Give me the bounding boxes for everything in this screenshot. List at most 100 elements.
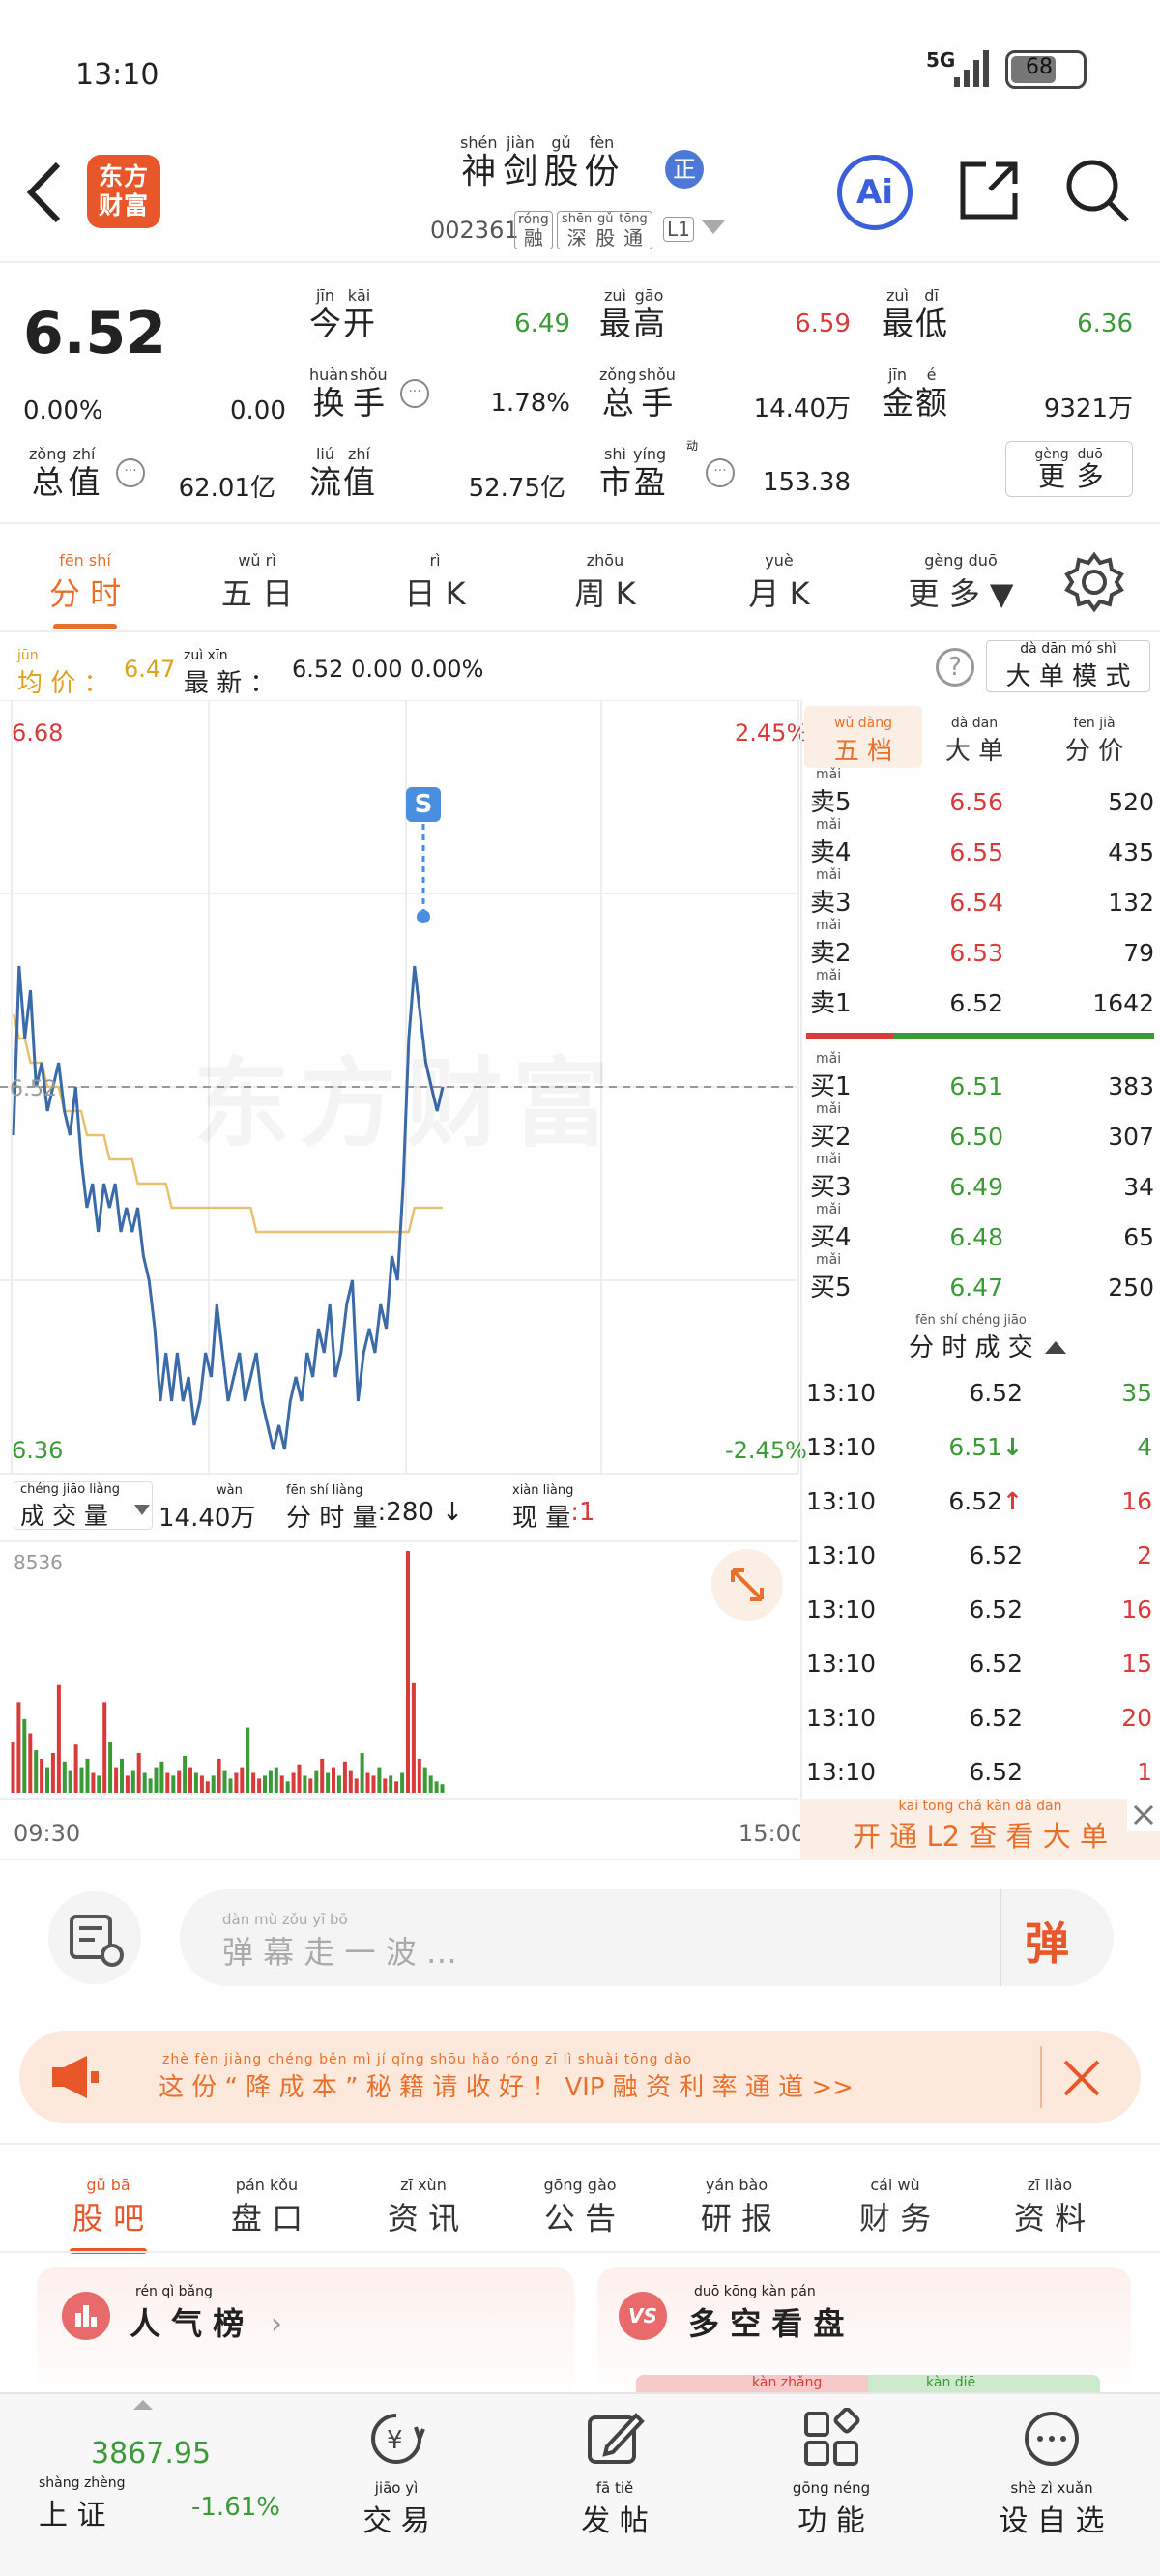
- info-icon[interactable]: ···: [400, 379, 429, 408]
- info-icon[interactable]: ···: [116, 458, 145, 487]
- ai-button[interactable]: Ai: [837, 155, 913, 230]
- bottom-tab[interactable]: pán kǒu 盘 口: [230, 2176, 304, 2237]
- volume-bar: [56, 1684, 61, 1793]
- quote-field-value: 9321万: [1043, 395, 1133, 424]
- chart-tab[interactable]: gèng duō 更 多 ▼: [908, 551, 1014, 612]
- volume-bar: [365, 1772, 370, 1793]
- volume-bar: [440, 1784, 445, 1793]
- l2-banner[interactable]: kāi tōng chá kàn dà dān 开 通 L2 查 看 大 单: [800, 1799, 1160, 1860]
- s-marker[interactable]: S: [406, 787, 441, 822]
- nav-item[interactable]: fā tiě 发 帖: [547, 2408, 682, 2539]
- volume-bar: [234, 1772, 239, 1793]
- orderbook-row[interactable]: mǎi 卖4 6.55 435: [810, 817, 1154, 867]
- settings-gear-icon[interactable]: [1063, 551, 1125, 617]
- chart-tab[interactable]: wǔ rì 五 日: [220, 551, 294, 612]
- volume-bar: [50, 1753, 55, 1793]
- index-value[interactable]: 3867.95: [91, 2437, 212, 2471]
- volume-bar: [211, 1775, 216, 1793]
- bottom-tab[interactable]: gǔ bā 股 吧: [41, 2176, 176, 2254]
- orderbook-tab[interactable]: wǔ dàng 五 档: [833, 716, 893, 766]
- volume-bar: [91, 1772, 96, 1793]
- info-icon[interactable]: ···: [706, 458, 735, 487]
- quote-field-label: zǒng 总 zhí 值: [29, 445, 101, 501]
- orderbook-row[interactable]: mǎi 买2 6.50 307: [810, 1101, 1154, 1152]
- orderbook-row[interactable]: mǎi 卖5 6.56 520: [810, 767, 1154, 817]
- pe-dyn-label: 动: [686, 439, 699, 453]
- orderbook-row[interactable]: mǎi 卖3 6.54 132: [810, 867, 1154, 918]
- app-logo: 东方财富: [87, 155, 160, 228]
- chevron-right-icon[interactable]: ›: [271, 2307, 282, 2341]
- volume-bar: [97, 1775, 102, 1793]
- share-icon[interactable]: [957, 159, 1021, 226]
- index-change[interactable]: -1.61%: [191, 2493, 280, 2522]
- orderbook-row[interactable]: mǎi 卖1 6.52 1642: [810, 968, 1154, 1018]
- vol-max-label: 8536: [14, 1551, 63, 1574]
- promo-text[interactable]: zhè fèn jiàng chéng běn mì jí qǐng shōu …: [159, 2052, 854, 2102]
- volume-bar: [205, 1781, 210, 1793]
- more-button[interactable]: gèng 更 duō 多: [1005, 441, 1133, 497]
- popularity-card[interactable]: [37, 2267, 574, 2402]
- intraday-chart[interactable]: [0, 700, 802, 1860]
- y-min-label: 6.36: [12, 1437, 64, 1464]
- trade-row: 13:10 6.52 15: [806, 1650, 1152, 1678]
- stock-name-char: shén 神: [460, 133, 498, 191]
- current-price: 6.52: [23, 300, 167, 367]
- orderbook-tab[interactable]: dà dān 大 单: [944, 716, 1004, 766]
- bottom-tab[interactable]: yán bào 研 报: [700, 2176, 773, 2237]
- volume-bar: [11, 1742, 15, 1793]
- orderbook-row[interactable]: mǎi 买1 6.51 383: [810, 1051, 1154, 1101]
- bottom-tab[interactable]: zī liào 资 料: [1013, 2176, 1087, 2237]
- volume-bar: [291, 1772, 296, 1793]
- change-abs: 0.00: [230, 396, 286, 425]
- bottom-tab[interactable]: zī xùn 资 讯: [387, 2176, 460, 2237]
- chart-tab[interactable]: fēn shí 分 时: [27, 551, 143, 629]
- orderbook-row[interactable]: mǎi 买3 6.49 34: [810, 1152, 1154, 1202]
- marker-dot: [417, 910, 430, 923]
- close-l2-icon[interactable]: [1127, 1799, 1160, 1831]
- volume-bar: [217, 1758, 221, 1793]
- barrage-settings-icon[interactable]: [48, 1891, 141, 1984]
- volume-selector[interactable]: chéng jiāo liàng 成 交 量: [14, 1481, 153, 1530]
- close-promo-icon[interactable]: [1059, 2056, 1104, 2104]
- bottom-tab[interactable]: cái wù 财 务: [858, 2176, 932, 2237]
- volume-bar: [114, 1767, 119, 1793]
- quote-field-value: 14.40万: [753, 395, 851, 424]
- avg-price-label: jūn 均 价 ：: [17, 648, 109, 698]
- dropdown-icon[interactable]: [702, 220, 725, 234]
- long-short-title: duō kōng kàn pán 多 空 看 盘: [688, 2284, 845, 2342]
- nav-item[interactable]: shè zì xuǎn 设 自 选: [984, 2408, 1119, 2539]
- volume-dropdown-icon[interactable]: [134, 1505, 150, 1515]
- stock-name-char: fèn 份: [584, 133, 620, 191]
- barrage-input[interactable]: dàn mù zǒu yī bō 弹 幕 走 一 波 …: [180, 1889, 1114, 1986]
- orderbook-row[interactable]: mǎi 卖2 6.53 79: [810, 918, 1154, 968]
- nav-item[interactable]: ¥ jiāo yì 交 易: [329, 2408, 464, 2539]
- big-order-mode-button[interactable]: dà dān mó shì 大 单 模 式: [986, 640, 1150, 692]
- volume-bar: [16, 1702, 21, 1793]
- x-start-label: 09:30: [14, 1820, 81, 1847]
- back-icon[interactable]: [23, 161, 66, 224]
- expand-icon[interactable]: [711, 1549, 783, 1621]
- trades-title[interactable]: fēn shí chéng jiāo 分 时 成 交: [909, 1313, 1066, 1363]
- nav-item[interactable]: gōng néng 功 能: [764, 2407, 899, 2539]
- quote-field-value: 52.75亿: [468, 474, 566, 503]
- chart-tab[interactable]: yuè 月 K: [748, 551, 810, 612]
- quote-field-value: 153.38: [763, 468, 851, 497]
- volume-bar: [377, 1767, 382, 1793]
- help-icon[interactable]: ?: [936, 648, 974, 687]
- index-name[interactable]: shàng zhèng 上 证: [39, 2475, 126, 2532]
- orderbook-row[interactable]: mǎi 买5 6.47 250: [810, 1252, 1154, 1303]
- volume-bar: [332, 1767, 335, 1793]
- orderbook-tab[interactable]: fēn jià 分 价: [1064, 716, 1124, 766]
- chart-tab[interactable]: zhōu 周 K: [574, 551, 636, 612]
- bottom-nav: [0, 2392, 1160, 2576]
- index-expand-icon[interactable]: [133, 2400, 153, 2410]
- orderbook-row[interactable]: mǎi 买4 6.48 65: [810, 1202, 1154, 1252]
- chart-tab[interactable]: rì 日 K: [404, 551, 466, 612]
- promo-banner[interactable]: [19, 2031, 1141, 2123]
- bottom-tab[interactable]: gōng gào 公 告: [543, 2176, 617, 2237]
- search-icon[interactable]: [1063, 157, 1131, 228]
- volume-bar: [320, 1758, 325, 1793]
- barrage-toggle-button[interactable]: 弹: [1025, 1917, 1069, 1970]
- x-end-label: 15:00: [739, 1820, 806, 1847]
